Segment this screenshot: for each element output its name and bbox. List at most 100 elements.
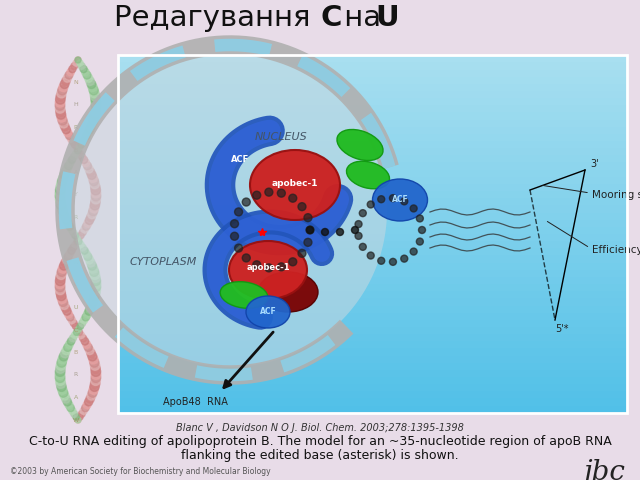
Circle shape	[90, 294, 99, 303]
Circle shape	[56, 379, 65, 388]
Text: С: С	[320, 4, 341, 32]
Circle shape	[74, 235, 80, 241]
Circle shape	[70, 229, 77, 236]
Text: ACF: ACF	[392, 194, 408, 204]
Circle shape	[72, 323, 79, 329]
Bar	[118, 370, 627, 377]
Circle shape	[83, 250, 90, 257]
Circle shape	[67, 313, 74, 321]
Circle shape	[56, 273, 65, 283]
Circle shape	[61, 349, 69, 358]
Circle shape	[90, 180, 99, 189]
Circle shape	[83, 132, 90, 140]
Circle shape	[89, 207, 98, 216]
Circle shape	[56, 95, 65, 104]
Circle shape	[78, 332, 84, 338]
Circle shape	[61, 304, 70, 312]
Circle shape	[86, 125, 94, 134]
Circle shape	[61, 395, 70, 403]
Circle shape	[55, 188, 65, 198]
Circle shape	[87, 392, 96, 400]
Bar	[118, 177, 627, 184]
Circle shape	[91, 95, 100, 104]
Circle shape	[72, 332, 78, 338]
Circle shape	[401, 198, 408, 205]
Circle shape	[59, 83, 68, 92]
Circle shape	[72, 241, 79, 248]
Bar	[118, 384, 627, 391]
Circle shape	[70, 154, 77, 160]
Bar	[118, 141, 627, 148]
Bar	[118, 320, 627, 327]
Circle shape	[88, 298, 97, 307]
Circle shape	[84, 219, 92, 228]
Circle shape	[85, 165, 93, 173]
Circle shape	[91, 276, 100, 286]
Circle shape	[75, 417, 81, 423]
Circle shape	[58, 264, 67, 273]
Circle shape	[55, 367, 65, 376]
Circle shape	[79, 138, 86, 145]
Circle shape	[417, 238, 423, 245]
Circle shape	[71, 63, 77, 70]
Circle shape	[90, 113, 99, 122]
Circle shape	[410, 205, 417, 212]
Circle shape	[82, 313, 90, 321]
Circle shape	[90, 382, 99, 391]
Circle shape	[56, 92, 65, 101]
Bar	[118, 248, 627, 255]
Circle shape	[84, 398, 93, 406]
Circle shape	[56, 201, 66, 210]
Circle shape	[58, 207, 67, 216]
Circle shape	[58, 355, 67, 364]
Circle shape	[75, 417, 81, 423]
Text: H: H	[74, 103, 78, 108]
Circle shape	[56, 185, 65, 195]
Circle shape	[62, 125, 70, 134]
Circle shape	[77, 241, 84, 248]
Circle shape	[91, 288, 100, 298]
Bar	[118, 156, 627, 162]
Circle shape	[72, 151, 79, 157]
Circle shape	[59, 173, 68, 182]
Bar	[118, 363, 627, 370]
Text: C: C	[74, 327, 78, 333]
Ellipse shape	[220, 282, 268, 308]
Bar	[118, 55, 627, 62]
Text: apobec-1: apobec-1	[246, 264, 290, 273]
Text: U: U	[74, 305, 78, 310]
Circle shape	[265, 188, 273, 196]
Circle shape	[55, 373, 65, 383]
Bar	[118, 213, 627, 220]
Circle shape	[60, 80, 69, 88]
Text: на: на	[335, 4, 390, 32]
Circle shape	[73, 414, 79, 420]
Circle shape	[86, 346, 94, 355]
Bar	[118, 312, 627, 320]
Circle shape	[91, 104, 100, 113]
Bar	[118, 234, 627, 241]
Circle shape	[60, 261, 68, 270]
Circle shape	[230, 232, 239, 240]
Circle shape	[69, 335, 76, 342]
Text: flanking the edited base (asterisk) is shown.: flanking the edited base (asterisk) is s…	[181, 449, 459, 463]
Circle shape	[58, 86, 67, 95]
Circle shape	[69, 408, 76, 415]
Text: 3': 3'	[590, 159, 598, 169]
Circle shape	[298, 203, 306, 211]
Circle shape	[68, 317, 76, 324]
Circle shape	[367, 201, 374, 208]
Circle shape	[90, 270, 100, 279]
Circle shape	[84, 129, 92, 137]
Circle shape	[90, 177, 99, 186]
Circle shape	[68, 247, 75, 254]
Circle shape	[89, 86, 98, 95]
Circle shape	[88, 261, 97, 270]
Bar	[118, 112, 627, 120]
Circle shape	[58, 385, 67, 394]
Bar	[118, 98, 627, 105]
Circle shape	[88, 300, 96, 310]
Circle shape	[79, 154, 86, 160]
Circle shape	[378, 196, 385, 203]
Ellipse shape	[258, 272, 318, 312]
